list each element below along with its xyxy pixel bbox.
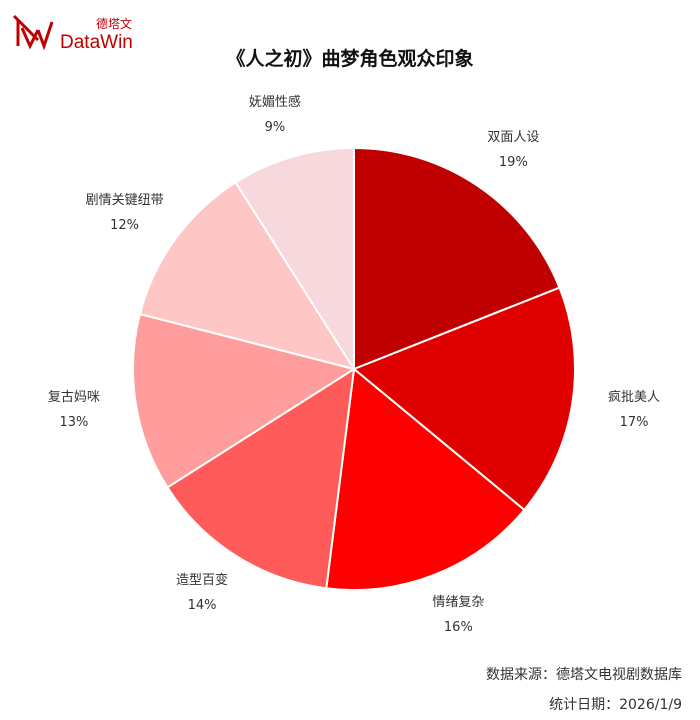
slice-percent: 19% [498, 154, 528, 170]
slice-label: 复古妈咪 13% [48, 385, 100, 435]
pie-slice-4 [132, 312, 357, 489]
slice-category: 复古妈咪 [47, 390, 100, 406]
slice-percent: 12% [110, 218, 140, 234]
pie-slice-2 [325, 367, 526, 591]
slice-label: 疯批美人 17% [608, 385, 660, 435]
slice-percent: 9% [264, 119, 286, 135]
slice-label: 剧情关键纽带 12% [86, 188, 164, 238]
logo-mark-icon [12, 14, 54, 51]
slice-percent: 17% [619, 415, 649, 431]
slice-label: 妩媚性感 9% [249, 90, 301, 140]
pie-slice-6 [234, 146, 355, 373]
date-note: 统计日期：2026/1/9 [549, 697, 682, 713]
slice-percent: 14% [187, 597, 217, 613]
logo-cn: 德塔文 [96, 17, 133, 31]
slice-category: 疯批美人 [608, 390, 661, 406]
datawin-logo: 德塔文 DataWin [8, 8, 158, 53]
slice-category: 双面人设 [487, 129, 540, 145]
slice-label: 情绪复杂 16% [432, 590, 484, 640]
pie-slice-5 [138, 181, 357, 371]
slice-label: 造型百变 14% [176, 568, 228, 618]
slice-percent: 13% [59, 415, 89, 431]
slice-category: 妩媚性感 [248, 94, 301, 110]
slice-category: 造型百变 [176, 572, 229, 588]
pie-slice-0 [353, 146, 561, 371]
logo-en: DataWin [60, 32, 133, 53]
slice-category: 情绪复杂 [432, 595, 485, 611]
pie-slice-3 [166, 367, 356, 590]
source-note: 数据来源：德塔文电视剧数据库 [486, 667, 682, 683]
slice-category: 剧情关键纽带 [85, 193, 164, 209]
chart-title: 《人之初》曲梦角色观众印象 [226, 48, 474, 70]
pie-slice-1 [352, 286, 576, 512]
slice-percent: 16% [443, 620, 473, 636]
slice-label: 双面人设 19% [487, 125, 539, 175]
